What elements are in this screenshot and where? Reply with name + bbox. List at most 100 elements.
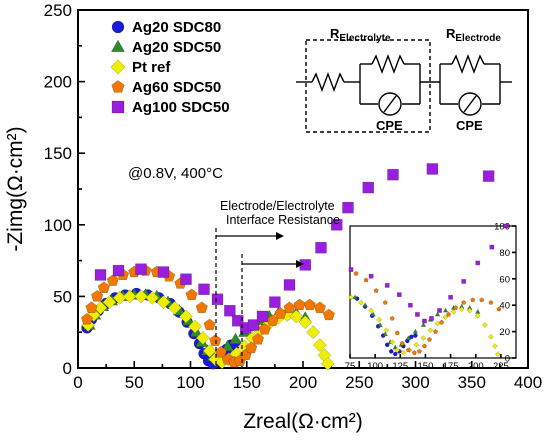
inset-y-tick-label: 100 [494,222,510,233]
inset-data-point [416,348,422,354]
inset-data-point [434,311,441,317]
inset-y-tick-label: 40 [499,301,510,312]
condition-note: @0.8V, 400°C [128,165,223,182]
data-point [157,266,170,278]
inset-data-point [413,333,418,338]
inset-data-point [481,322,488,328]
inset-data-point [420,322,427,327]
legend-label: Ag100 SDC50 [132,99,230,116]
data-point [185,288,198,301]
inset-data-point [448,294,453,300]
data-point [97,281,110,293]
resistor-electrolyte-parallel [371,54,405,74]
inset-y-tick-label: 80 [499,248,510,259]
inset-data-point [396,292,402,297]
y-tick-label: 0 [63,359,72,378]
y-tick-label: 150 [44,144,72,163]
y-tick-label: 200 [44,73,72,92]
inset-y-tick-label: 20 [499,327,510,338]
inset-data-point [434,320,441,327]
data-point [135,263,147,275]
x-tick-label: 150 [233,373,261,392]
x-axis-title: Zreal(Ω·cm²) [243,410,363,433]
data-point [313,301,326,314]
inset-data-point [373,288,379,293]
inset-x-tick-label: 150 [418,361,434,372]
y-tick-label: 250 [44,1,72,20]
data-point [198,283,210,295]
cpe-label-electrode: CPE [456,118,483,133]
legend-label: Pt ref [132,59,171,76]
inset-data-point [433,328,439,334]
data-point [283,301,296,314]
data-point [106,274,119,286]
x-tick-label: 200 [289,373,317,392]
data-point [134,289,148,304]
data-point [289,309,304,324]
inset-data-point [495,351,501,357]
legend-marker [110,39,126,53]
inset-data-point [363,277,369,283]
inset-data-point [489,244,495,250]
inset-data-point [368,273,374,279]
legend: Ag20 SDC80 Ag20 SDC50 Pt ref Ag60 SDC50 Ag10… [110,19,230,116]
cpe-electrode-symbol [458,92,482,116]
data-point [298,315,313,330]
inset-data-point [377,322,383,327]
inset-data-point [405,347,411,353]
x-tick-label: 400 [514,373,542,392]
inset-x-tick-label: 175 [443,361,459,372]
data-point [387,168,399,181]
circuit-dashed-box [305,39,431,133]
legend-label: Ag20 SDC50 [132,39,221,56]
data-point [179,309,193,324]
x-tick-label: 100 [176,373,204,392]
inset-y-tick-label: 60 [499,274,510,285]
data-point [320,356,335,371]
data-point [224,304,236,317]
data-point [167,300,182,315]
data-point [80,312,94,325]
data-point [303,298,316,311]
data-point [209,334,222,346]
inset-data-point [426,336,432,342]
series-3 [80,264,335,368]
inset-data-point [470,297,476,303]
resistor-electrolyte-series [311,72,345,92]
data-point [221,339,235,352]
data-point [247,319,260,331]
inset-data-point [382,331,388,337]
inset-y-tick-label: 0 [505,354,510,365]
inset-data-point [415,312,420,317]
inset-data-point [466,307,473,314]
inset-data-point [392,351,398,357]
inset-data-point [384,283,390,288]
data-point [229,332,242,345]
data-point [195,301,208,314]
data-point [195,330,210,345]
inset-data-point [394,347,401,353]
inset-data-point [408,302,413,308]
cpe-electrolyte-symbol [378,92,402,116]
inset-data-point [353,270,359,276]
inset-data-point [352,294,358,300]
resistor-electrode-parallel [451,54,485,74]
inset-data-point [405,335,412,341]
inset-data-point [488,299,494,305]
data-point [112,264,125,277]
data-point [156,295,171,310]
x-tick-label: 250 [345,373,373,392]
data-point [482,170,495,182]
inset-data-point [409,334,414,340]
inset-data-point [411,350,417,355]
inset-data-point [389,339,396,346]
inset-data-point [368,307,375,314]
interface-label-line1: Electrode/Electrolyte [220,199,335,213]
x-tick-label: 350 [458,373,486,392]
data-point [362,181,374,194]
inset-data-point [362,302,368,308]
inset-data-point [461,279,467,284]
data-point [145,290,160,305]
